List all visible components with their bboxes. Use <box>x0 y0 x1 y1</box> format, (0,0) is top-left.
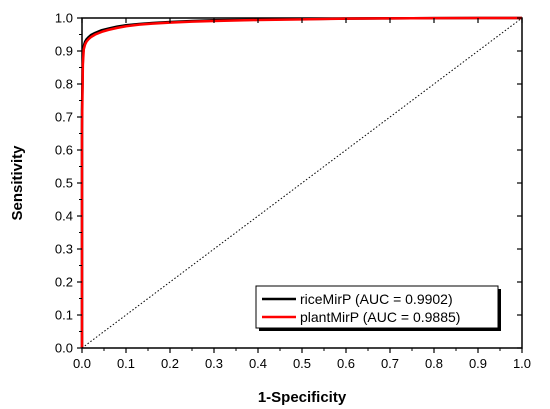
y-tick-label: 0.1 <box>55 308 73 323</box>
legend-label: riceMirP (AUC = 0.9902) <box>300 291 453 307</box>
x-axis-title: 1-Specificity <box>258 389 347 406</box>
x-tick-label: 0.1 <box>117 356 135 371</box>
y-tick-label: 0.6 <box>55 143 73 158</box>
y-tick-label: 0.2 <box>55 275 73 290</box>
diagonal-reference-line <box>81 17 523 349</box>
legend: riceMirP (AUC = 0.9902) plantMirP (AUC = … <box>255 285 501 331</box>
legend-box <box>255 285 499 329</box>
x-tick-label: 0.2 <box>161 356 179 371</box>
x-tick-label: 0.4 <box>249 356 267 371</box>
y-tick-label: 0.7 <box>55 110 73 125</box>
y-tick-label: 0.4 <box>55 209 73 224</box>
legend-label: plantMirP (AUC = 0.9885) <box>300 309 460 325</box>
y-axis-title: Sensitivity <box>9 145 26 221</box>
y-tick-label: 0.9 <box>55 44 73 59</box>
x-tick-label: 0.0 <box>73 356 91 371</box>
x-tick-label: 0.3 <box>205 356 223 371</box>
x-axis-ticks: 0.0 0.1 0.2 0.3 0.4 0.5 0.6 0.7 0.8 0.9 1.0 <box>73 18 531 371</box>
x-tick-label: 0.7 <box>381 356 399 371</box>
x-tick-label: 0.9 <box>469 356 487 371</box>
y-tick-label: 0.0 <box>55 341 73 356</box>
x-tick-label: 0.5 <box>293 356 311 371</box>
y-axis-ticks: 0.0 0.1 0.2 0.3 0.4 0.5 0.6 0.7 0.8 0.9 1.0 <box>55 11 522 356</box>
x-tick-label: 0.6 <box>337 356 355 371</box>
y-tick-label: 1.0 <box>55 11 73 26</box>
y-tick-label: 0.8 <box>55 77 73 92</box>
y-tick-label: 0.5 <box>55 176 73 191</box>
x-tick-label: 1.0 <box>513 356 531 371</box>
x-tick-label: 0.8 <box>425 356 443 371</box>
y-tick-label: 0.3 <box>55 242 73 257</box>
